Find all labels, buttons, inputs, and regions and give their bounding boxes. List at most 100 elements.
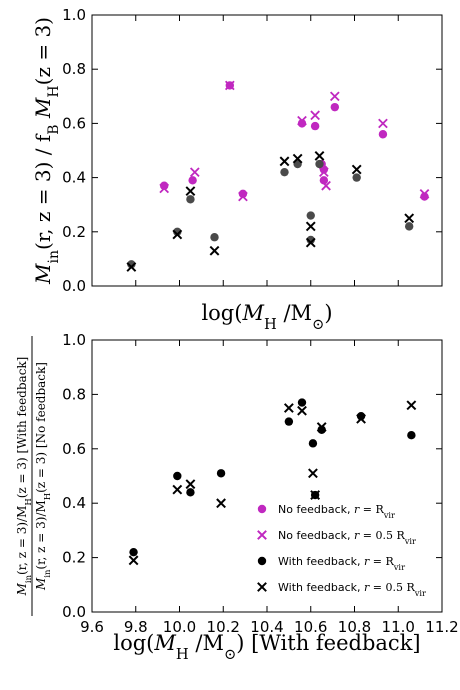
data-point-x bbox=[308, 468, 318, 479]
y-tick-label: 0.4 bbox=[62, 494, 86, 512]
data-point-circle bbox=[186, 488, 195, 497]
data-point-x bbox=[292, 153, 303, 164]
data-point-x bbox=[128, 555, 139, 566]
x-tick-label: 10.0 bbox=[163, 618, 196, 636]
data-point-circle bbox=[238, 189, 248, 199]
data-point-circle bbox=[315, 159, 324, 169]
data-point-circle bbox=[420, 192, 429, 201]
data-point-circle bbox=[306, 235, 315, 245]
data-point-x bbox=[185, 479, 196, 490]
data-point-circle bbox=[297, 398, 307, 407]
y-tick-label: 0.0 bbox=[62, 603, 86, 621]
data-point-x bbox=[279, 156, 290, 167]
data-point-circle bbox=[173, 471, 182, 481]
data-point-x bbox=[356, 413, 366, 424]
data-point-x bbox=[305, 221, 316, 232]
data-point-x bbox=[172, 484, 183, 495]
data-point-circle bbox=[280, 167, 289, 177]
y-label-denominator: Min(r, z = 3)/MH(z = 3) [No feedback] bbox=[34, 362, 52, 591]
data-point-circle bbox=[306, 211, 315, 220]
x-tick-label: 10.2 bbox=[207, 618, 240, 636]
data-point-x bbox=[419, 189, 430, 199]
legend-marker-circle bbox=[257, 504, 267, 514]
data-point-circle bbox=[356, 411, 366, 421]
y-tick-label: 0.2 bbox=[62, 549, 86, 567]
data-point-circle bbox=[188, 176, 197, 185]
data-point-x bbox=[185, 186, 196, 197]
data-point-circle bbox=[216, 469, 226, 478]
legend-label: With feedback, r = 0.5 Rvir bbox=[278, 581, 426, 598]
data-point-circle bbox=[297, 119, 307, 128]
data-point-circle bbox=[284, 417, 294, 426]
data-point-x bbox=[224, 80, 235, 91]
y-tick-label: 0.8 bbox=[62, 60, 86, 78]
y-axis-label: Min(r, z = 3)/MH(z = 3) [With feedback]M… bbox=[15, 336, 52, 616]
data-point-x bbox=[404, 213, 415, 224]
x-tick-label: 11.0 bbox=[382, 618, 415, 636]
y-tick-label: 0.0 bbox=[62, 277, 86, 295]
data-point-x bbox=[305, 237, 316, 248]
plot-frame bbox=[91, 339, 443, 613]
data-point-x bbox=[310, 490, 321, 500]
data-point-circle bbox=[352, 173, 361, 182]
top-scatter-panel: 0.0 0.2 0.4 0.6 0.8 1.0 log(MH /M⊙) Min(r, z = … bbox=[31, 6, 443, 333]
data-point-x bbox=[159, 183, 170, 194]
data-point-x bbox=[329, 91, 340, 102]
data-point-x bbox=[319, 167, 329, 178]
data-point-circle bbox=[407, 431, 416, 440]
legend-marker-x bbox=[257, 582, 267, 592]
x-tick-label: 11.2 bbox=[425, 618, 458, 636]
data-point-circle bbox=[310, 121, 320, 131]
data-point-circle bbox=[173, 227, 182, 236]
y-tick-label: 0.2 bbox=[62, 223, 86, 241]
data-point-circle bbox=[317, 425, 326, 434]
x-axis-label: log(MH /M⊙) bbox=[201, 301, 332, 333]
bottom-scatter-panel: 0.0 0.2 0.4 0.6 0.8 1.0 9.6 9.8 10.0 10.2 10.4 10.6… bbox=[15, 331, 459, 663]
data-point-x bbox=[172, 229, 183, 240]
data-point-x bbox=[126, 262, 137, 272]
data-point-x bbox=[216, 498, 226, 509]
x-tick-label: 10.4 bbox=[250, 618, 283, 636]
legend-label: With feedback, r = Rvir bbox=[278, 555, 405, 572]
y-tick-label: 1.0 bbox=[62, 331, 86, 349]
data-point-circle bbox=[129, 547, 138, 557]
x-axis-label: log(MH /M⊙) [With feedback] bbox=[113, 631, 420, 663]
y-tick-label: 0.4 bbox=[62, 169, 86, 187]
data-point-x bbox=[351, 164, 362, 175]
plot-frame bbox=[91, 14, 443, 287]
x-tick-label: 10.8 bbox=[338, 618, 371, 636]
data-point-x bbox=[189, 167, 200, 178]
data-point-circle bbox=[159, 181, 169, 190]
y-tick-label: 0.6 bbox=[62, 114, 86, 132]
legend-label: No feedback, r = 0.5 Rvir bbox=[278, 529, 416, 546]
data-point-x bbox=[238, 191, 248, 202]
y-tick-label: 0.8 bbox=[62, 385, 86, 403]
data-point-x bbox=[297, 115, 307, 126]
y-tick-label: 0.6 bbox=[62, 440, 86, 458]
y-label-numerator: Min(r, z = 3)/MH(z = 3) [With feedback] bbox=[15, 357, 33, 597]
y-tick-label: 1.0 bbox=[62, 6, 86, 24]
data-point-x bbox=[321, 180, 331, 191]
data-point-x bbox=[297, 405, 307, 416]
data-point-x bbox=[406, 400, 417, 411]
data-point-x bbox=[316, 422, 327, 432]
data-point-circle bbox=[210, 233, 219, 242]
data-point-x bbox=[310, 110, 320, 121]
x-tick-label: 9.8 bbox=[124, 618, 148, 636]
legend-marker-x bbox=[257, 530, 267, 540]
data-point-circle bbox=[330, 102, 340, 112]
y-axis-label: Min(r, z = 3) / fB MH(z = 3) bbox=[31, 17, 62, 285]
data-point-circle bbox=[404, 222, 414, 231]
legend-label: No feedback, r = Rvir bbox=[278, 503, 395, 520]
data-point-x bbox=[314, 151, 325, 161]
data-point-x bbox=[378, 118, 388, 129]
data-point-circle bbox=[308, 439, 318, 448]
data-point-circle bbox=[127, 260, 136, 269]
legend-marker-circle bbox=[257, 556, 267, 566]
data-point-circle bbox=[186, 195, 195, 204]
legend: No feedback, r = Rvir No feedback, r = 0.… bbox=[257, 503, 426, 598]
data-point-x bbox=[283, 403, 294, 413]
x-tick-label: 9.6 bbox=[80, 618, 104, 636]
data-point-circle bbox=[378, 130, 388, 139]
